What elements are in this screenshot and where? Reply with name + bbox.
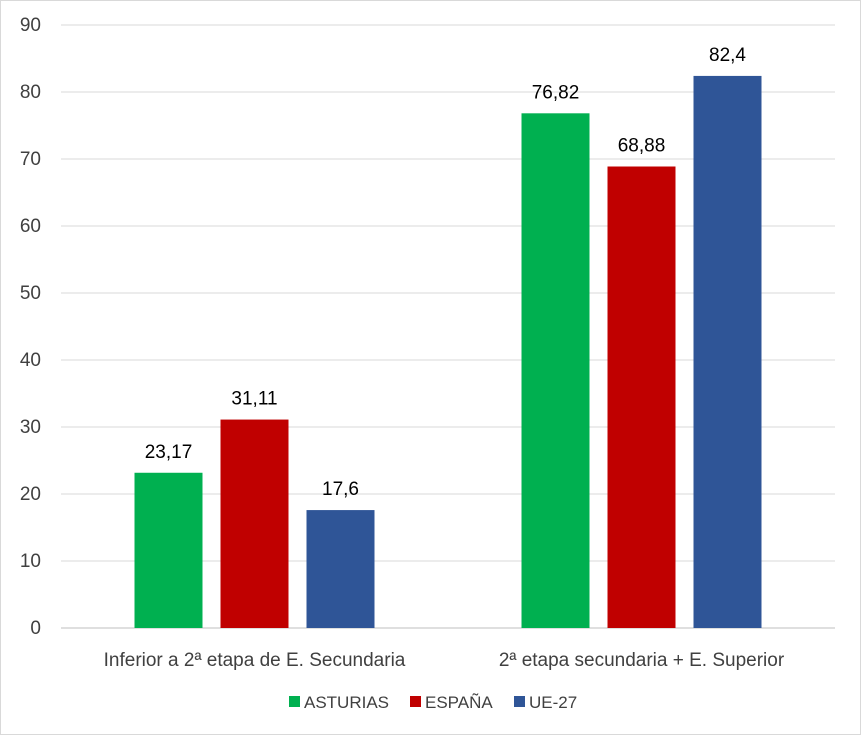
x-category-label: Inferior a 2ª etapa de E. Secundaria — [104, 650, 406, 671]
y-tick-label: 60 — [20, 216, 41, 237]
x-axis-categories: Inferior a 2ª etapa de E. Secundaria 2ª e… — [104, 650, 785, 671]
x-category-label: 2ª etapa secundaria + E. Superior — [499, 650, 785, 671]
data-label: 68,88 — [618, 136, 666, 157]
bar-ue-27-0 — [306, 510, 375, 628]
bar-asturias-0 — [134, 472, 203, 628]
data-label: 23,17 — [145, 442, 193, 463]
legend-swatch — [410, 696, 421, 707]
legend: ASTURIAS ESPAÑA UE-27 — [289, 693, 577, 712]
y-tick-label: 80 — [20, 82, 41, 103]
bar-asturias-1 — [521, 113, 590, 628]
y-tick-label: 30 — [20, 417, 41, 438]
y-tick-label: 50 — [20, 283, 41, 304]
legend-swatch — [289, 696, 300, 707]
bars — [134, 75, 762, 629]
bar-espa-a-1 — [607, 166, 676, 628]
data-label: 76,82 — [532, 82, 580, 103]
y-axis-ticks: 0 10 20 30 40 50 60 70 80 90 — [20, 15, 41, 639]
bar-ue-27-1 — [693, 75, 762, 629]
y-tick-label: 20 — [20, 484, 41, 505]
y-tick-label: 70 — [20, 149, 41, 170]
legend-label: ESPAÑA — [425, 693, 493, 712]
y-tick-label: 10 — [20, 551, 41, 572]
data-label: 82,4 — [709, 45, 746, 66]
legend-swatch — [514, 696, 525, 707]
data-label: 17,6 — [322, 479, 359, 500]
data-labels: 23,17 31,11 17,6 76,82 68,88 82,4 — [145, 45, 747, 500]
legend-label: UE-27 — [529, 693, 577, 712]
y-tick-label: 90 — [20, 15, 41, 36]
y-tick-label: 0 — [30, 618, 41, 639]
data-label: 31,11 — [231, 389, 277, 410]
legend-label: ASTURIAS — [304, 693, 389, 712]
bar-espa-a-0 — [220, 419, 289, 628]
y-tick-label: 40 — [20, 350, 41, 371]
